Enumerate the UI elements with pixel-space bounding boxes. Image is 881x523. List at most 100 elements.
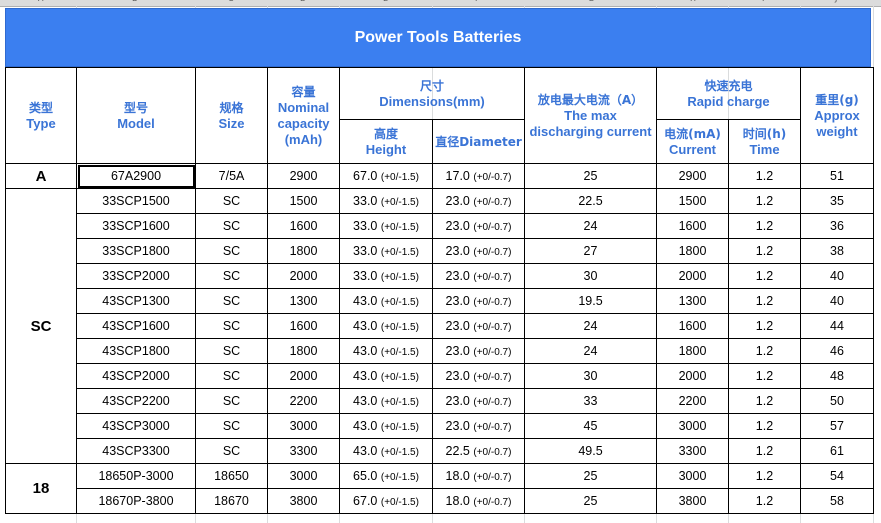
model-cell[interactable]: 18650P-3000 [76, 463, 196, 489]
time-cell[interactable]: 1.2 [728, 488, 801, 514]
time-cell[interactable]: 1.2 [728, 338, 801, 364]
capacity-cell[interactable]: 2200 [267, 388, 340, 414]
model-cell[interactable]: 43SCP3000 [76, 413, 196, 439]
capacity-cell[interactable]: 1600 [267, 313, 340, 339]
diameter-cell[interactable]: 23.0 (+0/-0.7) [432, 313, 525, 339]
capacity-cell[interactable]: 3000 [267, 413, 340, 439]
size-cell[interactable]: SC [195, 238, 268, 264]
time-cell[interactable]: 1.2 [728, 213, 801, 239]
size-cell[interactable]: 7/5A [195, 163, 268, 189]
time-cell[interactable]: 1.2 [728, 388, 801, 414]
current-cell[interactable]: 1600 [656, 213, 729, 239]
weight-cell[interactable]: 40 [800, 288, 874, 314]
column-letter[interactable]: D [300, 0, 306, 3]
discharge-cell[interactable]: 30 [524, 363, 657, 389]
time-cell[interactable]: 1.2 [728, 438, 801, 464]
capacity-cell[interactable]: 2000 [267, 263, 340, 289]
model-cell[interactable]: 43SCP2000 [76, 363, 196, 389]
discharge-cell[interactable]: 22.5 [524, 188, 657, 214]
size-cell[interactable]: SC [195, 363, 268, 389]
column-letter[interactable]: B [132, 0, 138, 3]
discharge-cell[interactable]: 27 [524, 238, 657, 264]
column-letter[interactable]: I [762, 0, 764, 3]
header-current[interactable]: 电流(mA) Current [656, 119, 729, 164]
discharge-cell[interactable]: 19.5 [524, 288, 657, 314]
diameter-cell[interactable]: 22.5 (+0/-0.7) [432, 438, 525, 464]
time-cell[interactable]: 1.2 [728, 288, 801, 314]
model-cell[interactable]: 18670P-3800 [76, 488, 196, 514]
height-cell[interactable]: 43.0 (+0/-1.5) [339, 388, 433, 414]
capacity-cell[interactable]: 2000 [267, 363, 340, 389]
model-cell[interactable]: 33SCP1500 [76, 188, 196, 214]
model-cell[interactable]: 67A2900 [76, 163, 196, 189]
discharge-cell[interactable]: 33 [524, 388, 657, 414]
column-letter[interactable]: H [690, 0, 696, 3]
size-cell[interactable]: SC [195, 288, 268, 314]
size-cell[interactable]: 18670 [195, 488, 268, 514]
time-cell[interactable]: 1.2 [728, 313, 801, 339]
size-cell[interactable]: SC [195, 188, 268, 214]
weight-cell[interactable]: 38 [800, 238, 874, 264]
current-cell[interactable]: 2000 [656, 263, 729, 289]
size-cell[interactable]: SC [195, 338, 268, 364]
model-cell[interactable]: 43SCP1300 [76, 288, 196, 314]
height-cell[interactable]: 43.0 (+0/-1.5) [339, 438, 433, 464]
weight-cell[interactable]: 50 [800, 388, 874, 414]
size-cell[interactable]: 18650 [195, 463, 268, 489]
diameter-cell[interactable]: 23.0 (+0/-0.7) [432, 338, 525, 364]
height-cell[interactable]: 67.0 (+0/-1.5) [339, 163, 433, 189]
diameter-cell[interactable]: 23.0 (+0/-0.7) [432, 263, 525, 289]
height-cell[interactable]: 33.0 (+0/-1.5) [339, 263, 433, 289]
header-size[interactable]: 规格 Size [195, 67, 268, 164]
time-cell[interactable]: 1.2 [728, 463, 801, 489]
weight-cell[interactable]: 54 [800, 463, 874, 489]
capacity-cell[interactable]: 3000 [267, 463, 340, 489]
weight-cell[interactable]: 36 [800, 213, 874, 239]
diameter-cell[interactable]: 18.0 (+0/-0.7) [432, 488, 525, 514]
height-cell[interactable]: 43.0 (+0/-1.5) [339, 413, 433, 439]
weight-cell[interactable]: 58 [800, 488, 874, 514]
height-cell[interactable]: 33.0 (+0/-1.5) [339, 238, 433, 264]
model-cell[interactable]: 33SCP2000 [76, 263, 196, 289]
diameter-cell[interactable]: 23.0 (+0/-0.7) [432, 188, 525, 214]
time-cell[interactable]: 1.2 [728, 413, 801, 439]
header-height[interactable]: 高度 Height [339, 119, 433, 164]
diameter-cell[interactable]: 23.0 (+0/-0.7) [432, 213, 525, 239]
diameter-cell[interactable]: 23.0 (+0/-0.7) [432, 388, 525, 414]
time-cell[interactable]: 1.2 [728, 363, 801, 389]
discharge-cell[interactable]: 24 [524, 338, 657, 364]
header-weight[interactable]: 重里(g) Approx weight [800, 67, 874, 164]
discharge-cell[interactable]: 24 [524, 213, 657, 239]
model-cell[interactable]: 43SCP1800 [76, 338, 196, 364]
size-cell[interactable]: SC [195, 213, 268, 239]
header-discharge[interactable]: 放电最大电流（A） The max discharging current [524, 67, 657, 164]
diameter-cell[interactable]: 23.0 (+0/-0.7) [432, 413, 525, 439]
height-cell[interactable]: 33.0 (+0/-1.5) [339, 188, 433, 214]
header-capacity[interactable]: 容量 Nominal capacity (mAh) [267, 67, 340, 164]
height-cell[interactable]: 43.0 (+0/-1.5) [339, 338, 433, 364]
height-cell[interactable]: 43.0 (+0/-1.5) [339, 288, 433, 314]
column-letter[interactable]: E [383, 0, 388, 3]
diameter-cell[interactable]: 23.0 (+0/-0.7) [432, 238, 525, 264]
current-cell[interactable]: 1800 [656, 238, 729, 264]
size-cell[interactable]: SC [195, 313, 268, 339]
type-cell[interactable]: A [5, 163, 77, 189]
type-cell[interactable]: SC [5, 188, 77, 464]
size-cell[interactable]: SC [195, 413, 268, 439]
header-rapid-charge[interactable]: 快速充电 Rapid charge [656, 67, 801, 120]
diameter-cell[interactable]: 23.0 (+0/-0.7) [432, 363, 525, 389]
column-letter[interactable]: G [588, 0, 594, 3]
discharge-cell[interactable]: 45 [524, 413, 657, 439]
capacity-cell[interactable]: 3800 [267, 488, 340, 514]
height-cell[interactable]: 43.0 (+0/-1.5) [339, 313, 433, 339]
capacity-cell[interactable]: 1300 [267, 288, 340, 314]
discharge-cell[interactable]: 49.5 [524, 438, 657, 464]
column-letter[interactable]: A [38, 0, 43, 3]
column-letter[interactable]: J [835, 0, 837, 3]
weight-cell[interactable]: 51 [800, 163, 874, 189]
current-cell[interactable]: 2000 [656, 363, 729, 389]
capacity-cell[interactable]: 1800 [267, 338, 340, 364]
model-cell[interactable]: 33SCP1600 [76, 213, 196, 239]
column-letter[interactable]: F [475, 0, 480, 3]
column-letter[interactable]: C [228, 0, 234, 3]
